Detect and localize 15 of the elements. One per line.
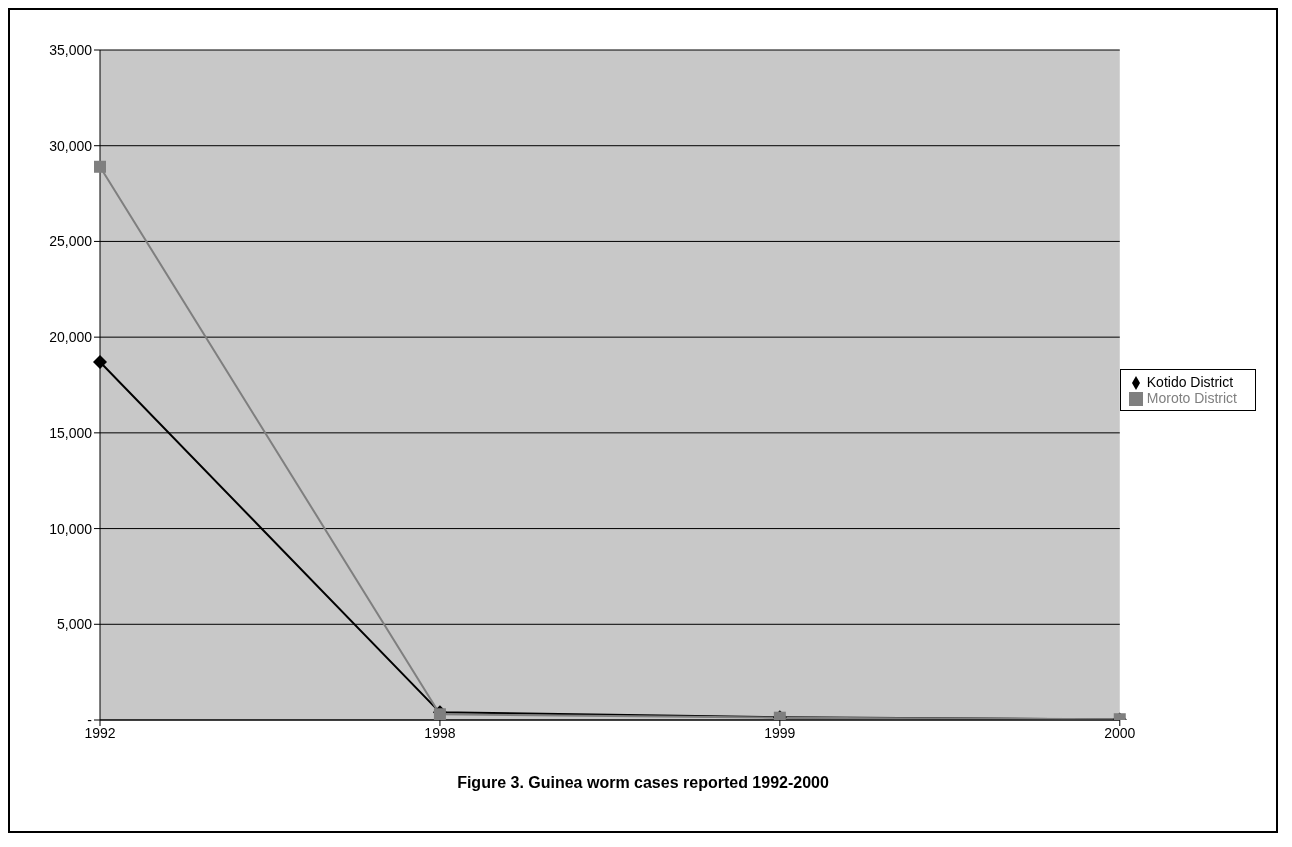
y-tick-label: 30,000 (49, 137, 93, 154)
y-tick-label: 10,000 (49, 520, 93, 537)
y-tick-label: 25,000 (49, 233, 93, 250)
y-tick-label: 5,000 (56, 616, 93, 633)
point (93, 355, 107, 370)
point (94, 160, 106, 173)
y-tick-label: 35,000 (49, 41, 93, 58)
text: Figure 3. Guinea worm cases reported 1992-2000 (456, 774, 830, 792)
legend-label: Kotido District (1146, 373, 1234, 390)
x-tick-label: 1999 (764, 724, 796, 741)
y-tick-label: 20,000 (49, 329, 93, 346)
x-tick-label: 2000 (1104, 724, 1136, 741)
y-tick-label: 15,000 (49, 424, 93, 441)
x-tick-label: 1998 (424, 724, 456, 741)
legend-label: Moroto District (1146, 390, 1237, 406)
